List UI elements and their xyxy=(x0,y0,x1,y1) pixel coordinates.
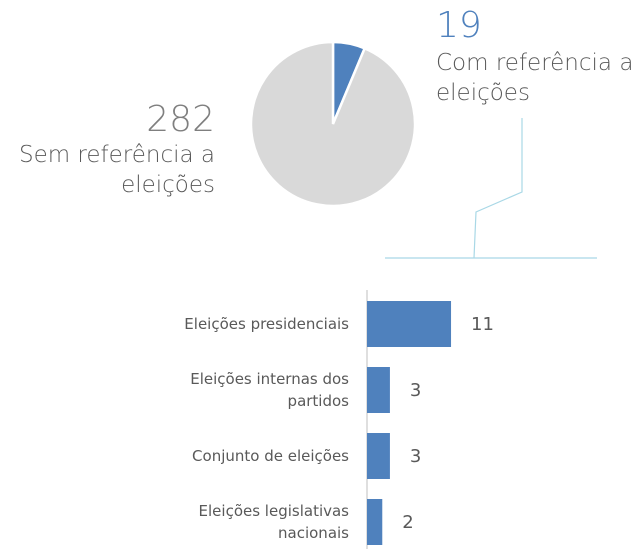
bar xyxy=(367,433,390,479)
category-label: Eleições presidenciais xyxy=(184,315,349,333)
category-label: Eleições internas dos partidos xyxy=(190,370,349,410)
slice-label: Com referência a eleições xyxy=(436,50,634,106)
bar xyxy=(367,301,452,347)
connector xyxy=(473,118,523,259)
value-label: 3 xyxy=(409,379,422,401)
category-label: Conjunto de eleições xyxy=(192,447,349,465)
pie-slice xyxy=(249,40,417,208)
bar xyxy=(367,367,390,413)
value-label: 282 xyxy=(146,99,215,140)
value-label: 19 xyxy=(436,5,482,46)
slice-label: Sem referência a eleições xyxy=(18,142,215,198)
value-label: 11 xyxy=(471,313,494,335)
value-label: 2 xyxy=(402,511,414,533)
value-label: 3 xyxy=(409,445,422,467)
bar xyxy=(367,499,383,545)
category-label: Eleições legislativas nacionais xyxy=(198,502,349,542)
